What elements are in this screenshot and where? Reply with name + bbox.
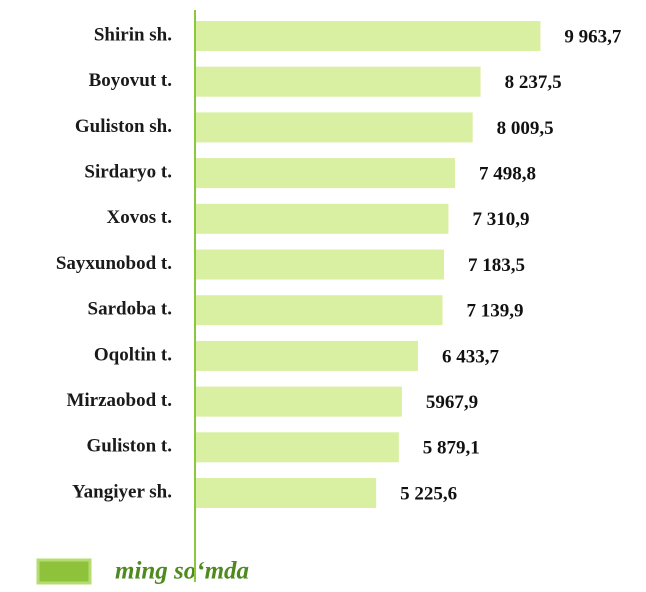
bar — [195, 112, 473, 143]
value-label: 5 879,1 — [423, 438, 480, 459]
legend-swatch — [36, 558, 92, 585]
category-label: Shirin sh. — [94, 24, 172, 45]
bar — [195, 203, 449, 234]
category-label: Sayxunobod t. — [56, 253, 172, 274]
category-label: Sirdaryo t. — [84, 161, 172, 182]
value-label: 5967,9 — [426, 392, 478, 413]
category-label: Boyovut t. — [89, 70, 172, 91]
bar — [195, 21, 541, 51]
category-label: Xovos t. — [107, 207, 172, 228]
category-label: Guliston t. — [86, 436, 172, 457]
category-label: Mirzaobod t. — [66, 390, 172, 411]
value-label: 7 310,9 — [472, 209, 529, 230]
bar — [195, 432, 399, 463]
bar — [195, 340, 419, 371]
category-label: Guliston sh. — [75, 116, 172, 137]
bar — [195, 386, 402, 417]
legend-label: ming so‘mda — [115, 558, 249, 585]
bar — [195, 66, 481, 97]
value-label: 8 009,5 — [497, 118, 554, 139]
category-label: Yangiyer sh. — [72, 481, 172, 502]
value-label: 7 498,8 — [479, 163, 536, 184]
value-label: 5 225,6 — [400, 483, 457, 504]
value-label: 7 183,5 — [468, 255, 525, 276]
bar — [195, 249, 445, 280]
category-label: Oqoltin t. — [94, 344, 172, 365]
bar — [195, 295, 443, 326]
category-label: Sardoba t. — [88, 299, 172, 320]
bar — [195, 158, 455, 189]
value-label: 7 139,9 — [467, 301, 524, 322]
bar — [195, 478, 377, 508]
value-label: 8 237,5 — [505, 72, 562, 93]
value-label: 9 963,7 — [564, 26, 622, 47]
value-label: 6 433,7 — [442, 346, 500, 367]
